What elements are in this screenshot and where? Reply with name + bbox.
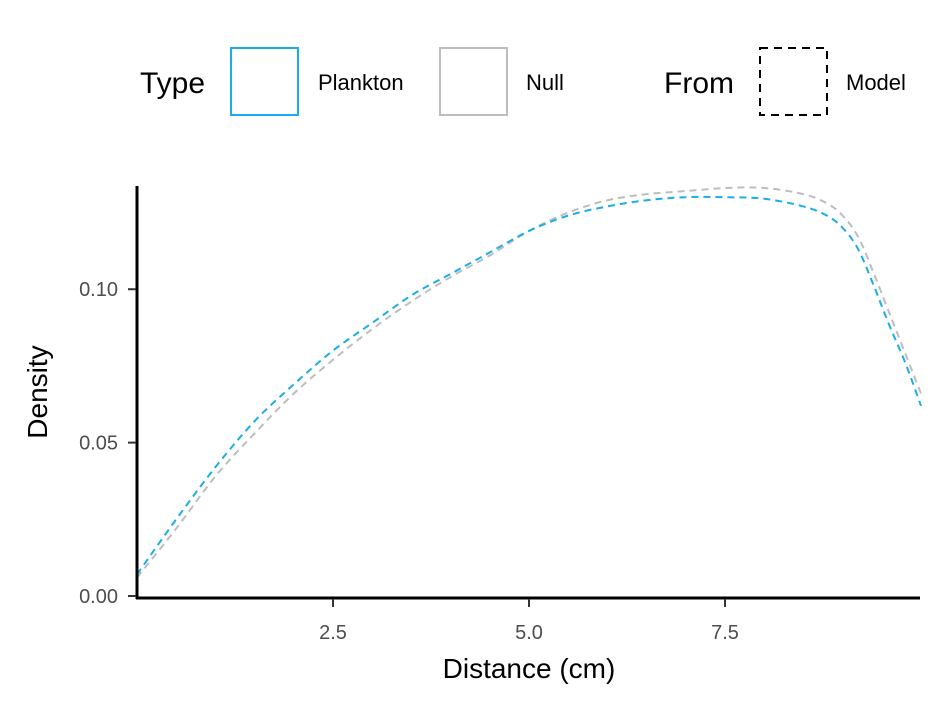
series-layer	[136, 186, 922, 579]
legend-key-plankton	[230, 47, 299, 116]
legend-key-model	[759, 47, 828, 116]
x-tick-label: 2.5	[319, 622, 347, 644]
legend: Type Plankton Null From Model	[140, 47, 906, 116]
x-axis-title: Distance (cm)	[443, 653, 616, 684]
y-tick-label: 0.05	[79, 433, 118, 455]
y-axis-title: Density	[22, 345, 53, 438]
legend-key-null	[439, 47, 508, 116]
y-tick-label: 0.10	[79, 279, 118, 301]
y-tick-label: 0.00	[79, 586, 118, 608]
legend-title-type: Type	[140, 67, 205, 100]
series-line-null	[136, 186, 922, 579]
y-ticks: 0.00 0.05 0.10	[79, 279, 136, 608]
series-line-plankton	[136, 195, 922, 576]
legend-label-plankton: Plankton	[318, 70, 404, 95]
legend-label-null: Null	[526, 70, 564, 95]
legend-title-from: From	[664, 67, 734, 100]
legend-label-model: Model	[846, 70, 906, 95]
x-ticks: 2.5 5.0 7.5	[319, 599, 739, 644]
x-tick-label: 7.5	[711, 622, 739, 644]
x-tick-label: 5.0	[515, 622, 543, 644]
